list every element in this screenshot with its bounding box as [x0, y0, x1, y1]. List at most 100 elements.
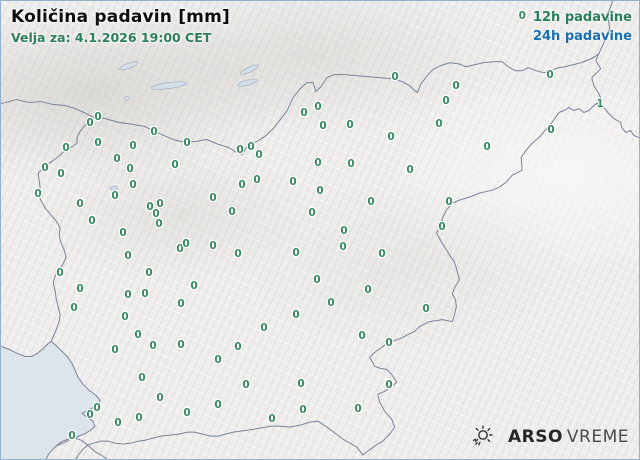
- lake: [237, 78, 258, 87]
- brand-text: ARSO VREME: [508, 427, 629, 447]
- station-value-marker: 0: [228, 205, 236, 218]
- station-value-marker: 0: [111, 343, 119, 356]
- legend-sample-marker: 0: [518, 10, 526, 22]
- map-title: Količina padavin [mm]: [11, 7, 230, 27]
- station-value-marker: 0: [358, 329, 366, 342]
- station-value-marker: 0: [150, 125, 158, 138]
- station-value-marker: 0: [70, 301, 78, 314]
- station-value-marker: 0: [354, 402, 362, 415]
- station-value-marker: 0: [190, 279, 198, 292]
- station-value-marker: 0: [319, 119, 327, 132]
- station-value-marker: 0: [483, 140, 491, 153]
- station-value-marker: 0: [255, 148, 263, 161]
- station-value-marker: 0: [299, 403, 307, 416]
- country-border-line: [598, 1, 614, 55]
- lake: [124, 96, 130, 101]
- legend-12h-label: 12h padavine: [532, 10, 632, 25]
- brand-product: VREME: [566, 427, 629, 447]
- station-value-marker: 0: [547, 123, 555, 136]
- sea-area: [1, 341, 100, 459]
- sun-with-rain-icon: [472, 425, 493, 446]
- country-border-line: [93, 53, 600, 155]
- station-value-marker: 0: [149, 339, 157, 352]
- station-value-marker: 0: [114, 416, 122, 429]
- station-value-marker: 0: [76, 197, 84, 210]
- station-value-marker: 0: [387, 130, 395, 143]
- station-value-marker: 0: [183, 406, 191, 419]
- station-value-marker: 0: [327, 296, 335, 309]
- station-value-marker: 0: [134, 328, 142, 341]
- station-value-marker: 0: [297, 377, 305, 390]
- station-value-marker: 0: [141, 287, 149, 300]
- lake: [150, 81, 187, 90]
- station-value-marker: 0: [313, 273, 321, 286]
- station-value-marker: 0: [183, 136, 191, 149]
- station-value-marker: 0: [88, 214, 96, 227]
- station-value-marker: 0: [68, 429, 76, 442]
- station-value-marker: 0: [209, 239, 217, 252]
- station-value-marker: 0: [292, 246, 300, 259]
- station-value-marker: 0: [435, 117, 443, 130]
- station-value-marker: 0: [308, 206, 316, 219]
- country-border-line: [75, 103, 598, 459]
- station-value-marker: 0: [86, 408, 94, 421]
- station-value-marker: 0: [238, 178, 246, 191]
- lake: [119, 61, 139, 71]
- station-value-marker: 0: [152, 207, 160, 220]
- country-border-line: [596, 103, 639, 138]
- station-value-marker: 0: [292, 308, 300, 321]
- station-value-marker: 0: [119, 226, 127, 239]
- station-value-marker: 0: [86, 116, 94, 129]
- station-value-marker: 0: [339, 240, 347, 253]
- station-value-marker: 0: [214, 353, 222, 366]
- title-block: Količina padavin [mm] Velja za: 4.1.2026…: [11, 7, 230, 45]
- branding: ARSO VREME: [470, 425, 629, 449]
- station-value-marker: 0: [347, 157, 355, 170]
- station-value-marker: 0: [138, 371, 146, 384]
- station-value-marker: 0: [260, 321, 268, 334]
- station-value-marker: 0: [41, 161, 49, 174]
- station-value-marker: 0: [62, 141, 70, 154]
- station-value-marker: 0: [209, 191, 217, 204]
- station-value-marker: 0: [314, 156, 322, 169]
- station-value-marker: 0: [111, 189, 119, 202]
- station-value-marker: 0: [94, 136, 102, 149]
- station-value-marker: 0: [300, 106, 308, 119]
- station-value-marker: 0: [253, 173, 261, 186]
- station-value-marker: 0: [171, 158, 179, 171]
- map-valid-time: Velja za: 4.1.2026 19:00 CET: [11, 30, 212, 45]
- station-value-marker: 1: [596, 97, 604, 110]
- station-value-marker: 0: [156, 391, 164, 404]
- station-value-marker: 0: [316, 184, 324, 197]
- station-value-marker: 0: [391, 70, 399, 83]
- station-value-marker: 0: [242, 378, 250, 391]
- station-value-marker: 0: [57, 167, 65, 180]
- station-value-marker: 0: [214, 398, 222, 411]
- lake: [239, 64, 259, 75]
- station-value-marker: 0: [76, 282, 84, 295]
- station-value-marker: 0: [289, 175, 297, 188]
- station-value-marker: 0: [442, 94, 450, 107]
- station-value-marker: 0: [56, 266, 64, 279]
- station-value-marker: 0: [177, 338, 185, 351]
- station-value-marker: 0: [145, 266, 153, 279]
- station-value-marker: 0: [406, 163, 414, 176]
- station-value-marker: 0: [129, 178, 137, 191]
- station-value-marker: 0: [129, 139, 137, 152]
- station-value-marker: 0: [177, 297, 185, 310]
- station-value-marker: 0: [422, 302, 430, 315]
- station-value-marker: 0: [234, 340, 242, 353]
- station-value-marker: 0: [385, 336, 393, 349]
- station-value-marker: 0: [385, 378, 393, 391]
- country-border-line: [1, 99, 95, 118]
- country-border-line: [37, 116, 95, 343]
- station-value-marker: 0: [236, 143, 244, 156]
- legend-24h: 24h padavine: [532, 28, 632, 44]
- station-value-marker: 0: [314, 100, 322, 113]
- station-value-marker: 0: [135, 411, 143, 424]
- station-value-marker: 0: [364, 283, 372, 296]
- country-border-line: [591, 53, 603, 105]
- lake: [109, 185, 119, 191]
